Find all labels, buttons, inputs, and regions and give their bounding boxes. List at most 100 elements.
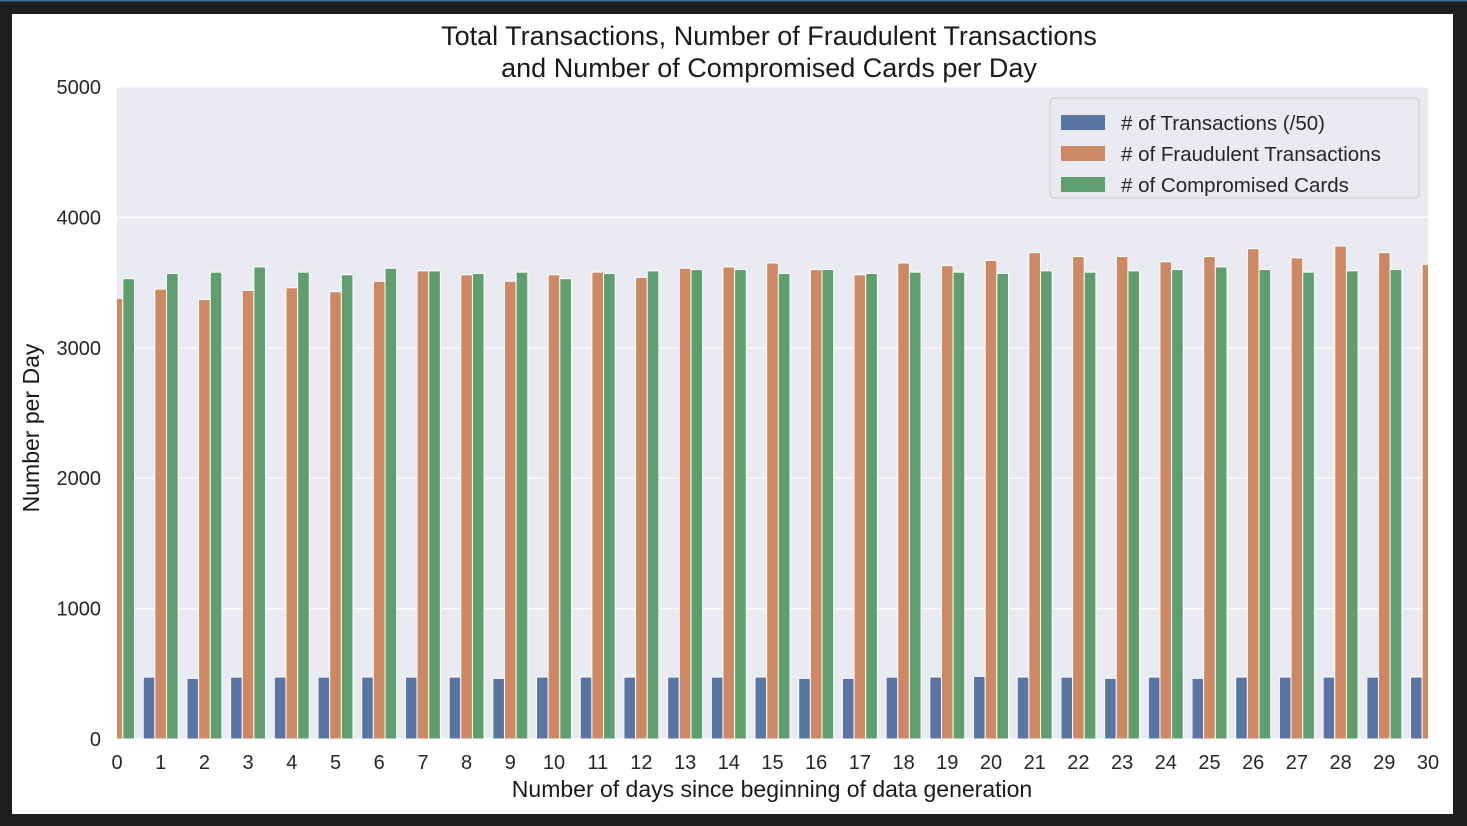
x-tick-label: 1 — [155, 752, 166, 774]
x-tick-label: 10 — [543, 752, 565, 774]
x-tick-label: 6 — [374, 752, 385, 774]
bar-day-4-series-0 — [273, 676, 287, 739]
bar-day-2-series-1 — [198, 299, 211, 739]
bar-day-16-series-0 — [798, 677, 811, 739]
x-tick-label: 16 — [805, 752, 827, 774]
y-axis-label: Number per Day — [18, 343, 44, 512]
legend-swatch-0 — [1061, 115, 1105, 130]
bar-day-5-series-2 — [340, 274, 354, 739]
bar-day-3-series-1 — [241, 289, 255, 739]
bar-day-17-series-1 — [853, 274, 867, 739]
bar-day-7-series-1 — [416, 270, 430, 739]
bar-day-6-series-0 — [361, 676, 374, 739]
bar-day-22-series-1 — [1072, 256, 1085, 739]
y-tick-label: 1000 — [57, 599, 102, 621]
x-tick-label: 27 — [1286, 752, 1308, 774]
x-tick-label: 12 — [630, 752, 652, 774]
x-tick-label: 9 — [505, 752, 516, 774]
bar-day-18-series-2 — [908, 271, 922, 739]
x-tick-label: 2 — [199, 752, 210, 774]
bar-day-30-series-0 — [1410, 676, 1423, 739]
x-tick-label: 30 — [1417, 752, 1439, 774]
bar-day-26-series-0 — [1235, 676, 1248, 739]
bar-day-27-series-1 — [1290, 257, 1304, 739]
y-tick-label: 5000 — [57, 77, 102, 99]
bar-day-23-series-2 — [1127, 270, 1141, 739]
x-tick-label: 29 — [1373, 752, 1395, 774]
bar-day-9-series-0 — [492, 677, 505, 739]
x-tick-label: 19 — [936, 752, 958, 774]
bar-day-11-series-1 — [591, 271, 605, 739]
legend-swatch-1 — [1061, 146, 1105, 161]
bars — [117, 245, 1428, 739]
bar-day-18-series-0 — [885, 676, 899, 739]
bar-day-7-series-2 — [428, 270, 441, 739]
bar-day-12-series-2 — [646, 270, 660, 739]
bar-day-15-series-0 — [754, 676, 768, 739]
bar-day-0-series-1 — [117, 297, 124, 739]
chart-title-line-1: Total Transactions, Number of Fraudulent… — [441, 21, 1097, 51]
x-tick-label: 0 — [111, 752, 122, 774]
bar-day-16-series-2 — [821, 269, 835, 739]
bar-day-6-series-1 — [372, 280, 386, 739]
bar-day-21-series-1 — [1028, 252, 1042, 739]
bar-day-1-series-2 — [166, 272, 179, 739]
bar-day-10-series-0 — [536, 676, 549, 739]
chart-title-line-2: and Number of Compromised Cards per Day — [501, 53, 1037, 83]
bar-day-2-series-2 — [209, 271, 223, 739]
bar-day-13-series-2 — [690, 269, 704, 739]
x-tick-label: 21 — [1024, 752, 1046, 774]
bar-day-1-series-0 — [142, 676, 156, 739]
bar-day-19-series-0 — [929, 676, 942, 739]
bar-day-22-series-2 — [1083, 271, 1097, 739]
figure-canvas: Total Transactions, Number of Fraudulent… — [12, 14, 1453, 814]
legend-box — [1049, 97, 1420, 199]
window-accent-line — [0, 0, 1467, 1]
bar-day-28-series-1 — [1334, 245, 1347, 739]
bar-day-24-series-0 — [1147, 676, 1161, 739]
x-tick-label: 22 — [1067, 752, 1089, 774]
bar-day-18-series-1 — [897, 262, 910, 739]
bar-day-8-series-1 — [460, 274, 473, 739]
x-axis-label: Number of days since beginning of data g… — [512, 776, 1032, 802]
bar-day-29-series-2 — [1389, 269, 1403, 739]
bar-day-10-series-2 — [559, 278, 572, 739]
bar-day-15-series-1 — [766, 262, 779, 739]
bar-day-5-series-0 — [317, 676, 331, 739]
bar-day-24-series-2 — [1171, 269, 1184, 739]
bar-day-22-series-0 — [1060, 676, 1074, 739]
x-tick-label: 24 — [1155, 752, 1177, 774]
bar-day-12-series-0 — [623, 676, 637, 739]
x-tick-label: 26 — [1242, 752, 1264, 774]
x-tick-label: 4 — [286, 752, 297, 774]
y-tick-label: 4000 — [57, 207, 102, 229]
y-tick-label: 3000 — [57, 338, 102, 360]
bar-day-30-series-1 — [1421, 263, 1428, 739]
bar-day-27-series-0 — [1278, 676, 1292, 739]
bar-day-26-series-2 — [1258, 269, 1272, 739]
bar-day-19-series-2 — [952, 271, 966, 739]
window-top-strip — [0, 0, 1467, 2]
bar-day-7-series-0 — [404, 676, 418, 739]
x-tick-label: 5 — [330, 752, 341, 774]
bar-day-29-series-0 — [1366, 676, 1379, 739]
bar-day-17-series-2 — [865, 272, 878, 739]
bar-day-12-series-1 — [635, 276, 648, 739]
bar-day-9-series-2 — [515, 271, 529, 739]
bar-day-24-series-1 — [1159, 261, 1173, 739]
x-tick-label: 14 — [718, 752, 740, 774]
x-tick-label: 23 — [1111, 752, 1133, 774]
bar-day-13-series-1 — [678, 267, 692, 739]
bar-day-2-series-0 — [186, 677, 200, 739]
bar-day-20-series-1 — [984, 259, 998, 739]
bar-day-1-series-1 — [154, 288, 168, 739]
x-tick-label: 28 — [1329, 752, 1351, 774]
x-tick-label: 15 — [761, 752, 783, 774]
y-tick-label: 0 — [90, 729, 101, 751]
bar-day-27-series-2 — [1302, 271, 1315, 739]
bar-day-25-series-1 — [1203, 256, 1216, 739]
bar-day-6-series-2 — [384, 267, 398, 739]
bar-day-28-series-0 — [1322, 676, 1336, 739]
bar-day-11-series-0 — [579, 676, 593, 739]
bar-day-20-series-0 — [973, 675, 986, 739]
